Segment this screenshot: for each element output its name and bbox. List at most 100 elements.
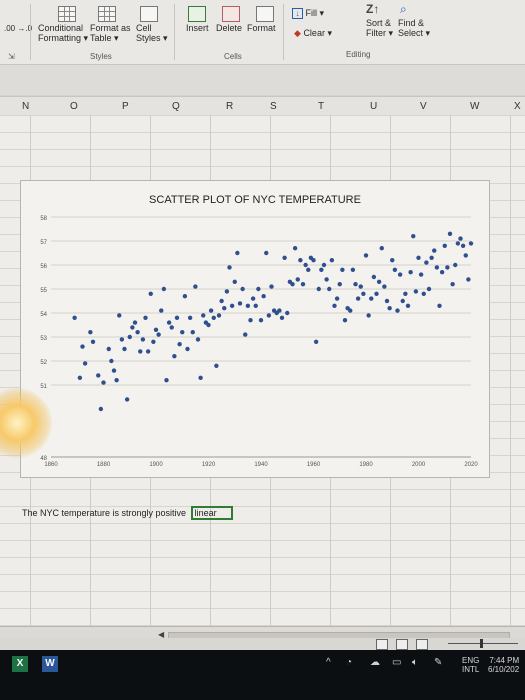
network-icon[interactable]: ◔ [346,657,353,668]
ribbon-separator [30,4,31,60]
data-point [90,339,96,344]
data-point [261,294,266,299]
taskbar [0,650,525,700]
number-group-launcher[interactable]: ⇲ [8,52,15,61]
page-break-view-button[interactable] [416,639,428,650]
data-point [169,325,174,330]
data-point [384,298,390,304]
decrease-decimal-button[interactable]: .00 →.0 [4,24,33,33]
page-layout-view-button[interactable] [396,639,408,650]
data-point [460,243,466,248]
data-point [77,375,83,380]
format-as-table-button[interactable]: Format as Table ▾ [90,23,131,43]
scroll-left-arrow[interactable]: ◀ [158,630,165,639]
battery-icon[interactable]: ▭ [392,657,402,668]
data-point [174,315,180,320]
clear-button[interactable]: ◆ Clear ▾ [294,28,332,38]
column-header-q[interactable]: Q [172,101,180,112]
data-point [392,267,398,272]
word-app-icon[interactable]: W [42,656,58,672]
data-point [216,313,222,318]
data-point [295,277,300,282]
volume-icon[interactable]: 🔈︎ [412,657,418,668]
conditional-formatting-button[interactable]: Conditional Formatting ▾ [38,23,89,43]
x-tick-label: 1940 [254,462,268,468]
chart-title: SCATTER PLOT OF NYC TEMPERATURE [149,194,361,206]
cell-styles-button[interactable]: Cell Styles ▾ [136,23,168,43]
data-point [229,303,235,308]
data-point [361,291,366,296]
data-point [235,250,240,256]
chart-area[interactable]: SCATTER PLOT OF NYC TEMPERATURE 58 57 56 55… [20,180,490,478]
data-point [127,334,132,340]
data-point [311,258,316,263]
y-tick-label: 48 [40,456,47,462]
data-point [143,315,148,320]
ribbon: .00 →.0 ⇲ Conditional Formatting ▾ Forma… [0,0,525,65]
cell-styles-icon [140,6,158,22]
zoom-slider-thumb[interactable] [480,639,483,648]
data-point [463,253,468,258]
column-header-r[interactable]: R [226,101,234,112]
data-point [342,318,348,323]
data-point [132,320,138,325]
data-point [332,303,337,308]
data-point [348,308,353,313]
x-tick-label: 1900 [149,462,163,468]
data-point [159,308,164,313]
data-point [429,255,434,260]
data-point [418,272,424,277]
ribbon-separator [174,4,175,60]
data-point [432,248,437,253]
data-point [282,255,287,260]
selected-cell[interactable]: linear [190,506,233,520]
fill-icon: ↓ [292,8,303,19]
conditional-formatting-icon [58,6,76,22]
data-point [369,296,374,301]
data-point [214,363,219,368]
data-point [206,322,211,328]
fill-button[interactable]: ↓ Fill ▾ [292,8,324,19]
insert-button[interactable]: Insert [186,23,209,33]
column-header-o[interactable]: O [70,101,78,112]
data-point [224,289,230,294]
x-tick-label: 1920 [202,462,216,468]
language-indicator[interactable]: ENG INTL [462,656,480,674]
data-point [334,296,340,301]
data-point [376,279,382,284]
ribbon-separator [283,4,284,60]
data-point [208,308,214,313]
data-point [298,258,303,263]
delete-button[interactable]: Delete [216,23,243,33]
data-point [135,330,140,335]
data-point [447,231,453,236]
chevron-up-icon[interactable]: ^ [326,657,331,668]
data-point [416,255,421,260]
column-header-u[interactable]: U [370,101,378,112]
data-point [119,337,125,342]
column-header-p[interactable]: P [122,101,129,112]
zoom-slider[interactable] [448,643,518,644]
column-header-s[interactable]: S [270,101,277,112]
scatter-chart: SCATTER PLOT OF NYC TEMPERATURE 58 57 56 55… [40,194,478,468]
data-point [140,337,146,342]
column-header-n[interactable]: N [22,101,30,112]
column-header-w[interactable]: W [470,101,480,112]
data-point [114,378,119,383]
clock[interactable]: 7:44 PM 6/10/202 [488,656,519,674]
sort-filter-button[interactable]: Sort & Filter ▾ [366,18,394,38]
format-button[interactable]: Format [247,23,276,33]
column-header-t[interactable]: T [318,101,325,112]
y-tick-label: 58 [40,216,47,222]
cloud-icon[interactable]: ☁ [370,657,380,668]
cells-group-label: Cells [224,52,242,61]
column-header-x[interactable]: X [514,101,521,112]
excel-app-icon[interactable]: X [12,656,28,672]
eraser-icon: ◆ [294,28,301,38]
pen-icon[interactable]: ✎ [434,657,443,668]
data-point [374,291,379,296]
x-tick-label: 1980 [359,462,373,468]
column-header-v[interactable]: V [420,101,427,112]
find-select-button[interactable]: Find & Select ▾ [398,18,431,38]
normal-view-button[interactable] [376,639,388,650]
